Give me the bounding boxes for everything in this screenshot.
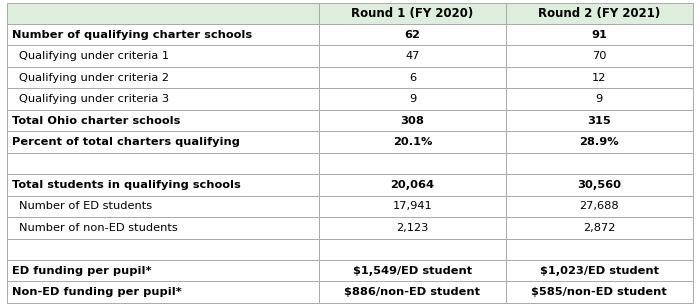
Bar [7, 153, 319, 174]
Text: 91: 91 [592, 30, 608, 40]
Text: $1,549/ED student: $1,549/ED student [353, 266, 472, 276]
Text: 308: 308 [400, 116, 424, 125]
Text: Number of non-ED students: Number of non-ED students [20, 223, 178, 233]
Bar [505, 110, 693, 131]
Bar [7, 110, 319, 131]
Text: 12: 12 [592, 73, 606, 83]
Text: Round 1 (FY 2020): Round 1 (FY 2020) [351, 7, 474, 20]
Text: 70: 70 [592, 51, 607, 61]
Bar [319, 131, 505, 153]
Bar [7, 174, 319, 196]
Bar [319, 196, 505, 217]
Bar [319, 282, 505, 303]
Text: 2,123: 2,123 [396, 223, 428, 233]
Bar [505, 239, 693, 260]
Bar [319, 3, 505, 24]
Bar [505, 88, 693, 110]
Bar [319, 217, 505, 239]
Text: 27,688: 27,688 [580, 201, 620, 211]
Text: Qualifying under criteria 2: Qualifying under criteria 2 [20, 73, 169, 83]
Bar [505, 24, 693, 46]
Text: Non-ED funding per pupil*: Non-ED funding per pupil* [12, 287, 181, 297]
Bar [7, 46, 319, 67]
Bar [505, 260, 693, 282]
Text: Total students in qualifying schools: Total students in qualifying schools [12, 180, 241, 190]
Bar [319, 153, 505, 174]
Bar [7, 196, 319, 217]
Text: Number of qualifying charter schools: Number of qualifying charter schools [12, 30, 252, 40]
Bar [319, 260, 505, 282]
Text: Number of ED students: Number of ED students [20, 201, 153, 211]
Text: 9: 9 [409, 94, 416, 104]
Bar [7, 131, 319, 153]
Bar [505, 217, 693, 239]
Bar [505, 131, 693, 153]
Bar [505, 3, 693, 24]
Text: $585/non-ED student: $585/non-ED student [531, 287, 667, 297]
Text: 315: 315 [587, 116, 611, 125]
Text: Qualifying under criteria 3: Qualifying under criteria 3 [20, 94, 169, 104]
Bar [7, 239, 319, 260]
Text: Round 2 (FY 2021): Round 2 (FY 2021) [538, 7, 661, 20]
Bar [7, 260, 319, 282]
Text: 17,941: 17,941 [393, 201, 433, 211]
Bar [319, 88, 505, 110]
Bar [505, 174, 693, 196]
Bar [505, 67, 693, 88]
Bar [319, 24, 505, 46]
Bar [7, 67, 319, 88]
Bar [7, 88, 319, 110]
Bar [505, 153, 693, 174]
Text: ED funding per pupil*: ED funding per pupil* [12, 266, 151, 276]
Text: 62: 62 [405, 30, 421, 40]
Bar [505, 282, 693, 303]
Bar [505, 46, 693, 67]
Text: 47: 47 [405, 51, 419, 61]
Text: 2,872: 2,872 [583, 223, 615, 233]
Bar [7, 3, 319, 24]
Bar [7, 217, 319, 239]
Text: $886/non-ED student: $886/non-ED student [344, 287, 480, 297]
Bar [505, 196, 693, 217]
Bar [319, 239, 505, 260]
Bar [7, 282, 319, 303]
Text: Total Ohio charter schools: Total Ohio charter schools [12, 116, 180, 125]
Text: Qualifying under criteria 1: Qualifying under criteria 1 [20, 51, 169, 61]
Text: 20,064: 20,064 [391, 180, 435, 190]
Bar [7, 24, 319, 46]
Text: 9: 9 [596, 94, 603, 104]
Bar [319, 110, 505, 131]
Text: Percent of total charters qualifying: Percent of total charters qualifying [12, 137, 239, 147]
Bar [319, 174, 505, 196]
Bar [319, 46, 505, 67]
Text: $1,023/ED student: $1,023/ED student [540, 266, 659, 276]
Bar [319, 67, 505, 88]
Text: 28.9%: 28.9% [580, 137, 620, 147]
Text: 20.1%: 20.1% [393, 137, 432, 147]
Text: 6: 6 [409, 73, 416, 83]
Text: 30,560: 30,560 [578, 180, 622, 190]
